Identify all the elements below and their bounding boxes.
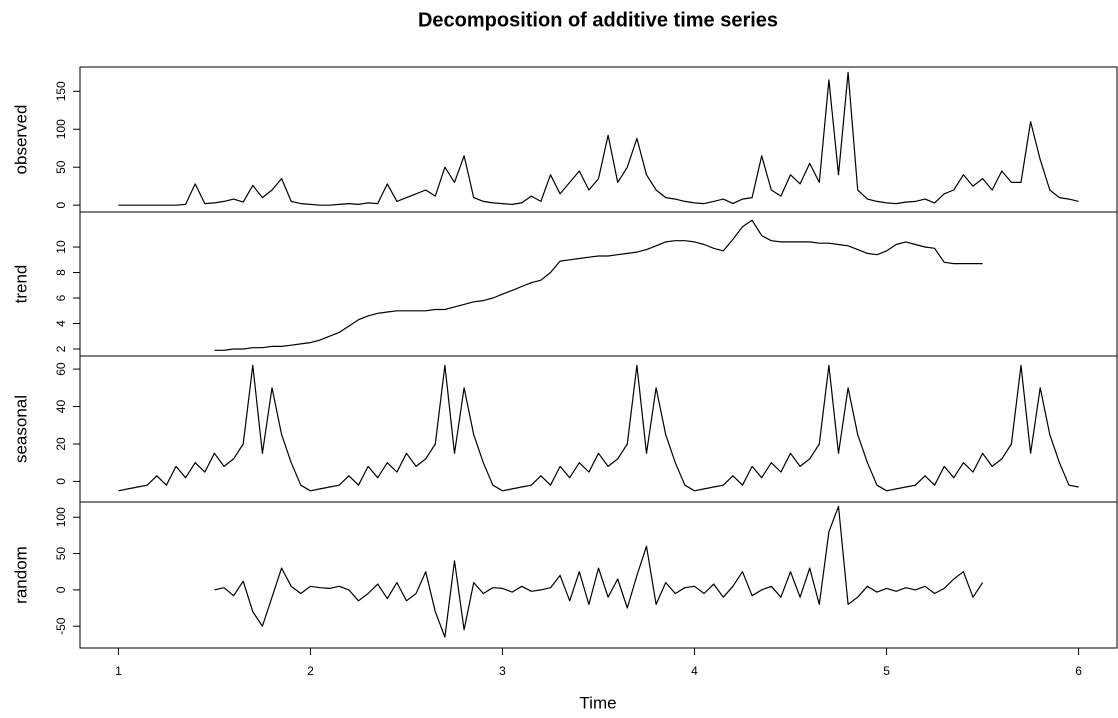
y-tick-label: 50 <box>54 160 68 174</box>
chart-title: Decomposition of additive time series <box>418 9 778 31</box>
y-axis-label: observed <box>11 105 30 175</box>
y-tick-label: 40 <box>54 400 68 414</box>
y-tick-label: 0 <box>54 202 68 209</box>
y-axis-label: random <box>11 546 30 604</box>
panel-frame <box>79 355 1118 503</box>
y-tick-label: 150 <box>54 81 68 101</box>
y-tick-label: -50 <box>54 617 68 635</box>
x-tick-label: 2 <box>307 664 314 678</box>
series-line <box>118 364 1079 492</box>
x-axis-label: Time <box>579 693 616 712</box>
y-tick-label: 0 <box>54 478 68 485</box>
y-tick-label: 6 <box>54 294 68 301</box>
series-line <box>214 219 983 351</box>
y-tick-label: 10 <box>54 240 68 254</box>
x-tick-label: 6 <box>1075 664 1082 678</box>
x-tick-label: 4 <box>691 664 698 678</box>
x-tick-label: 3 <box>499 664 506 678</box>
x-tick-label: 1 <box>115 664 122 678</box>
series-line <box>118 71 1079 206</box>
y-tick-label: 0 <box>54 586 68 593</box>
series-line <box>214 505 984 638</box>
y-tick-label: 20 <box>54 437 68 451</box>
y-tick-label: 60 <box>54 362 68 376</box>
y-tick-label: 100 <box>54 507 68 527</box>
x-tick-label: 5 <box>883 664 890 678</box>
y-axis-label: seasonal <box>11 395 30 463</box>
panel-frame <box>79 66 1118 213</box>
y-tick-label: 4 <box>54 320 68 327</box>
panel-frame <box>79 211 1118 357</box>
y-axis-label: trend <box>11 265 30 304</box>
y-tick-label: 100 <box>54 119 68 139</box>
y-tick-label: 8 <box>54 269 68 276</box>
y-tick-label: 2 <box>54 345 68 352</box>
panel-frame <box>79 501 1118 649</box>
y-tick-label: 50 <box>54 547 68 561</box>
